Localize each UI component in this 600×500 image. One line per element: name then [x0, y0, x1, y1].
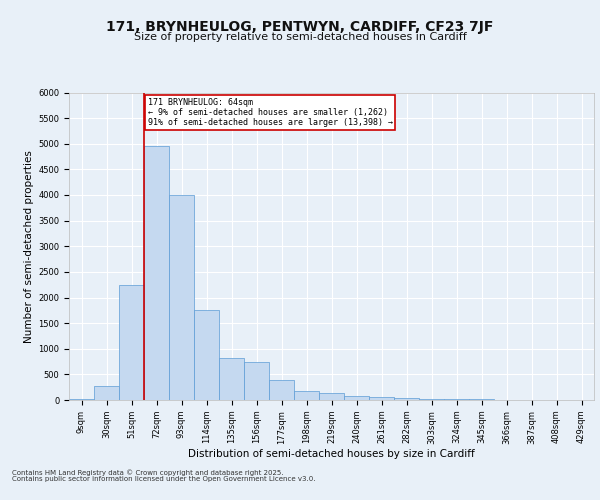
Bar: [294, 392, 319, 400]
Bar: [394, 398, 419, 400]
Bar: [119, 284, 144, 400]
Bar: [219, 358, 244, 400]
Bar: [444, 399, 469, 400]
Text: 171, BRYNHEULOG, PENTWYN, CARDIFF, CF23 7JF: 171, BRYNHEULOG, PENTWYN, CARDIFF, CF23 …: [106, 20, 494, 34]
X-axis label: Distribution of semi-detached houses by size in Cardiff: Distribution of semi-detached houses by …: [188, 450, 475, 460]
Bar: [194, 310, 219, 400]
Bar: [344, 396, 369, 400]
Bar: [244, 362, 269, 400]
Bar: [94, 386, 119, 400]
Bar: [319, 394, 344, 400]
Bar: [144, 146, 169, 400]
Bar: [269, 380, 294, 400]
Text: Size of property relative to semi-detached houses in Cardiff: Size of property relative to semi-detach…: [134, 32, 466, 42]
Bar: [419, 398, 444, 400]
Bar: [169, 195, 194, 400]
Bar: [369, 398, 394, 400]
Y-axis label: Number of semi-detached properties: Number of semi-detached properties: [24, 150, 34, 342]
Bar: [69, 398, 94, 400]
Text: Contains HM Land Registry data © Crown copyright and database right 2025.
Contai: Contains HM Land Registry data © Crown c…: [12, 469, 316, 482]
Text: 171 BRYNHEULOG: 64sqm
← 9% of semi-detached houses are smaller (1,262)
91% of se: 171 BRYNHEULOG: 64sqm ← 9% of semi-detac…: [148, 98, 393, 128]
